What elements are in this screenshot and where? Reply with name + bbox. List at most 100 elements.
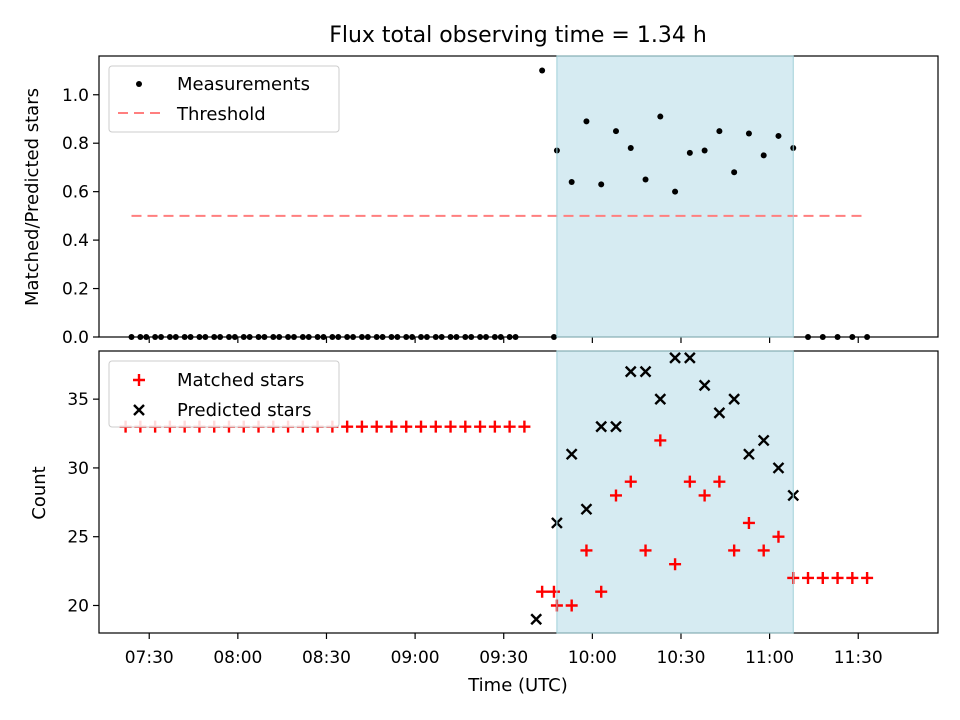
x-tick-label: 11:30: [834, 648, 883, 668]
predicted-star-point: [595, 420, 608, 433]
bottom-plot-frame: [98, 350, 939, 634]
legend-matched-marker: [133, 374, 145, 386]
predicted-star-point: [580, 503, 593, 516]
x-tick-label: 11:00: [745, 648, 794, 668]
matched-star-point: [518, 420, 531, 433]
top-y-ticks: 0.0 0.2 0.4 0.6 0.8 1.0: [62, 86, 99, 348]
measurement-point: [657, 113, 664, 120]
matched-star-point: [488, 420, 501, 433]
matched-star-point: [698, 489, 711, 502]
y-tick-label: 0.8: [62, 134, 89, 154]
bottom-panel: 20 25 30 35 07:30 08:00 08:30 09:00 09:30 10:00 1…: [29, 350, 939, 668]
legend-predicted-label: Predicted stars: [177, 400, 311, 421]
measurement-point: [627, 145, 634, 152]
measurement-point: [745, 130, 752, 137]
x-tick-label: 07:30: [125, 648, 174, 668]
matched-star-point: [565, 599, 578, 612]
bottom-x-ticks: 07:30 08:00 08:30 09:00 09:30 10:00 10:30 11:00…: [125, 633, 883, 668]
predicted-star-point: [624, 365, 637, 378]
x-tick-label: 09:30: [479, 648, 528, 668]
x-axis-label: Time (UTC): [467, 675, 568, 696]
matched-star-point: [742, 516, 755, 529]
top-x-ticks: [148, 337, 859, 343]
matched-star-point: [669, 558, 682, 571]
y-tick-label: 30: [67, 459, 89, 479]
bottom-legend-box: [108, 360, 340, 428]
measurement-point: [731, 169, 738, 176]
figure-title: Flux total observing time = 1.34 h: [329, 23, 707, 48]
legend-measurements-marker: [136, 81, 142, 87]
x-tick-label: 10:00: [568, 648, 617, 668]
matched-star-point: [683, 475, 696, 488]
predicted-star-point: [757, 434, 770, 447]
matched-star-point: [639, 544, 652, 557]
predicted-star-point: [654, 393, 667, 405]
measurement-point: [539, 67, 546, 74]
predicted-star-point: [743, 448, 755, 461]
top-legend: Measurements Threshold: [108, 65, 340, 133]
measurement-point: [642, 176, 649, 183]
matched-star-point: [595, 585, 608, 598]
y-tick-label: 1.0: [62, 86, 89, 106]
x-tick-label: 08:00: [213, 648, 262, 668]
matched-star-point: [654, 434, 667, 447]
y-tick-label: 0.2: [62, 280, 89, 300]
y-tick-label: 20: [67, 596, 89, 616]
bottom-shaded-interval: [556, 351, 794, 633]
matched-star-point: [547, 585, 560, 598]
matched-star-point: [355, 420, 368, 433]
legend-matched-label: Matched stars: [177, 370, 304, 391]
matched-star-point: [713, 475, 726, 488]
matched-star-point: [536, 585, 549, 598]
y-tick-label: 35: [67, 390, 89, 410]
matched-star-point: [400, 420, 413, 433]
matched-star-point: [846, 571, 859, 584]
matched-star-point: [429, 420, 442, 433]
matched-star-point: [831, 571, 844, 584]
matched-star-point: [802, 571, 815, 584]
matched-star-point: [816, 571, 829, 584]
matched-star-point: [415, 420, 428, 433]
predicted-star-point: [728, 393, 741, 405]
measurement-point: [672, 188, 679, 195]
predicted-star-point: [639, 365, 652, 378]
measurement-point: [583, 118, 590, 125]
y-tick-label: 0.6: [62, 183, 89, 203]
matched-star-point: [624, 475, 637, 488]
measurement-point: [760, 152, 767, 159]
measurement-point: [716, 128, 723, 135]
y-tick-label: 25: [67, 528, 89, 548]
matched-star-point: [370, 420, 383, 433]
matched-star-point: [757, 544, 770, 557]
matched-star-point: [474, 420, 487, 433]
matched-star-point: [444, 420, 457, 433]
matched-star-point: [772, 530, 785, 543]
matched-star-point: [459, 420, 472, 433]
x-tick-label: 10:30: [656, 648, 705, 668]
measurement-point: [686, 149, 693, 156]
measurement-point: [701, 147, 708, 154]
measurement-point: [568, 178, 575, 185]
y-tick-label: 0.0: [62, 328, 89, 348]
predicted-star-point: [698, 379, 711, 392]
matched-star-point: [861, 571, 874, 584]
predicted-star-point: [683, 352, 696, 364]
predicted-star-point: [772, 462, 785, 474]
top-y-label: Matched/Predicted stars: [22, 88, 43, 306]
matched-star-point: [503, 420, 516, 433]
matched-star-point: [385, 420, 398, 433]
shaded-interval-edge: [556, 55, 794, 338]
measurement-point: [612, 128, 619, 135]
legend-predicted-marker: [133, 404, 145, 416]
predicted-star-point: [713, 407, 726, 419]
predicted-star-point: [669, 352, 681, 364]
legend-measurements-label: Measurements: [177, 74, 310, 95]
shaded-interval-edge: [556, 350, 794, 634]
matched-star-point: [341, 420, 354, 433]
bottom-y-label: Count: [29, 466, 50, 519]
top-plot-frame: [98, 55, 939, 338]
x-tick-label: 08:30: [302, 648, 351, 668]
measurement-point: [598, 181, 605, 188]
top-shaded-interval: [556, 56, 794, 337]
matched-star-point: [728, 544, 741, 557]
